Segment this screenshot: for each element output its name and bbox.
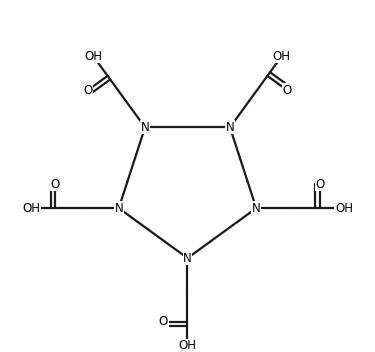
Text: O: O: [159, 315, 168, 328]
Text: OH: OH: [273, 50, 291, 63]
Text: O: O: [51, 177, 60, 190]
Text: N: N: [183, 252, 192, 265]
Text: N: N: [226, 121, 234, 134]
Text: O: O: [84, 83, 93, 96]
Text: N: N: [141, 121, 149, 134]
Text: O: O: [282, 83, 291, 96]
Text: N: N: [114, 202, 123, 215]
Text: OH: OH: [84, 50, 102, 63]
Text: OH: OH: [335, 202, 353, 215]
Text: O: O: [315, 177, 324, 190]
Text: N: N: [252, 202, 261, 215]
Text: OH: OH: [22, 202, 40, 215]
Text: OH: OH: [178, 339, 196, 352]
